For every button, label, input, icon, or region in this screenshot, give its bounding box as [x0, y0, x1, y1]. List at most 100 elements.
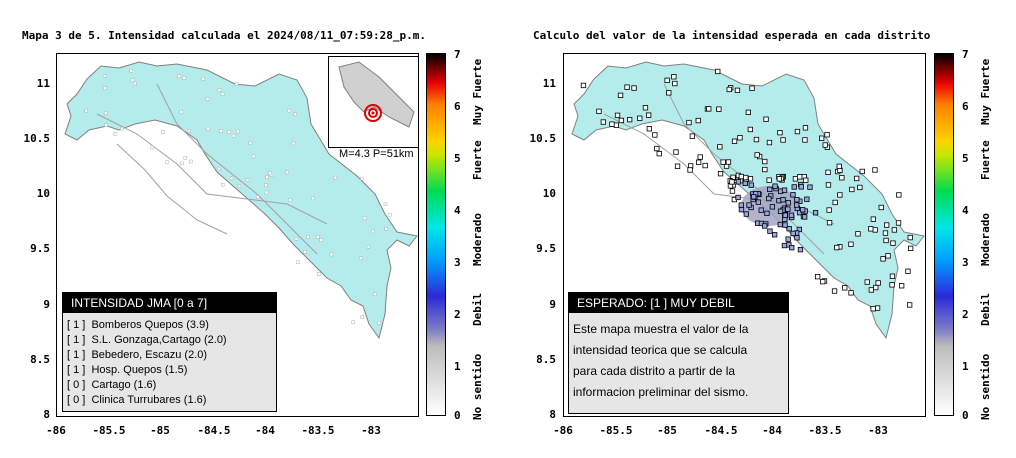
district-square — [746, 202, 752, 208]
district-square — [797, 246, 804, 253]
district-square — [882, 230, 889, 236]
district-square — [780, 197, 786, 203]
x-tick: -84.5 — [197, 424, 231, 437]
district-square — [706, 106, 712, 112]
district-square — [748, 182, 754, 188]
district-square — [857, 184, 863, 191]
district-square — [720, 159, 726, 165]
district-square — [624, 84, 630, 90]
station-dot — [360, 176, 364, 181]
district-square — [614, 112, 621, 118]
station-dot — [291, 141, 296, 146]
district-square — [664, 77, 670, 84]
station-dot — [288, 198, 293, 202]
district-square — [726, 86, 732, 93]
district-square — [782, 222, 788, 228]
district-square — [666, 90, 672, 96]
x-tick: -83 — [868, 424, 888, 437]
district-square — [656, 151, 662, 157]
station-dot — [180, 161, 184, 166]
colorbar-tick: 5 — [454, 152, 461, 165]
intensity-colorbar — [426, 53, 446, 416]
colorbar-tick: 4 — [962, 204, 969, 217]
district-square — [766, 139, 773, 146]
district-square — [870, 216, 877, 222]
district-square — [842, 285, 848, 291]
y-tick: 10.5 — [23, 132, 51, 145]
station-dot — [133, 81, 137, 86]
description-line: intensidad teorica que se calcula — [573, 343, 748, 357]
x-tick: -85 — [657, 424, 677, 437]
station-dot — [102, 74, 107, 78]
colorbar-label: Moderado — [979, 213, 992, 266]
district-square — [762, 158, 768, 165]
station-dot — [130, 78, 135, 82]
y-tick: 10.5 — [529, 132, 557, 145]
station-dot — [231, 133, 236, 138]
station-dot — [120, 126, 124, 131]
district-square — [891, 227, 898, 233]
district-square — [743, 174, 749, 181]
right-map-frame: ESPERADO: [1 ] MUY DEBIL Este mapa muest… — [563, 53, 926, 417]
description-line: Este mapa muestra el valor de la — [573, 322, 749, 336]
station-dot — [129, 68, 133, 73]
y-tick: 8 — [549, 408, 556, 421]
station-dot — [187, 129, 191, 133]
station-dot — [388, 213, 392, 217]
district-square — [789, 244, 795, 251]
road-line — [116, 143, 228, 235]
station-dot — [329, 252, 334, 257]
colorbar-tick: 0 — [454, 409, 461, 422]
district-square — [777, 130, 783, 136]
station-dot — [362, 216, 367, 221]
district-square — [872, 167, 878, 173]
district-square — [580, 82, 587, 89]
expected-intensity-legend: ESPERADO: [1 ] MUY DEBIL Este mapa muest… — [568, 292, 789, 414]
district-square — [802, 137, 808, 143]
district-square — [796, 226, 803, 233]
station-dot — [294, 236, 299, 241]
district-square — [646, 112, 652, 118]
district-square — [750, 194, 757, 200]
x-tick: -86 — [553, 424, 573, 437]
district-square — [673, 149, 679, 155]
district-square — [654, 145, 660, 152]
station-dot — [189, 159, 193, 164]
district-square — [885, 253, 891, 259]
x-tick: -83 — [361, 424, 381, 437]
list-item: [ 0 ] Clinica Turrubares (1.6) — [67, 394, 207, 406]
district-square — [747, 126, 754, 133]
left-map-title: Mapa 3 de 5. Intensidad calculada el 202… — [22, 29, 426, 42]
district-square — [618, 117, 624, 124]
y-tick: 11 — [542, 77, 556, 90]
district-square — [738, 202, 744, 208]
station-dot — [179, 110, 183, 114]
station-dot — [360, 315, 365, 319]
station-dot — [316, 272, 321, 276]
y-tick: 10 — [542, 187, 556, 200]
district-square — [804, 196, 810, 202]
district-square — [825, 182, 832, 188]
station-dot — [264, 190, 269, 195]
y-tick: 9 — [549, 298, 556, 311]
district-square — [671, 74, 677, 80]
district-square — [848, 241, 854, 247]
station-dot — [161, 130, 165, 134]
station-dot — [333, 175, 338, 180]
district-square — [672, 80, 678, 87]
station-dot — [103, 86, 107, 91]
district-square — [794, 196, 800, 203]
station-dot — [220, 182, 225, 187]
station-dot — [237, 184, 241, 188]
station-dot — [219, 129, 223, 133]
district-square — [617, 92, 624, 98]
colorbar-tick: 1 — [454, 360, 461, 373]
legend-title: ESPERADO: [1 ] MUY DEBIL — [569, 293, 788, 313]
description-line: para cada distrito a partir de la — [573, 364, 736, 378]
station-dot — [311, 196, 315, 201]
district-square — [753, 136, 760, 143]
district-square — [794, 235, 800, 241]
station-dot — [366, 245, 371, 249]
district-square — [793, 202, 800, 208]
district-square — [791, 184, 797, 190]
